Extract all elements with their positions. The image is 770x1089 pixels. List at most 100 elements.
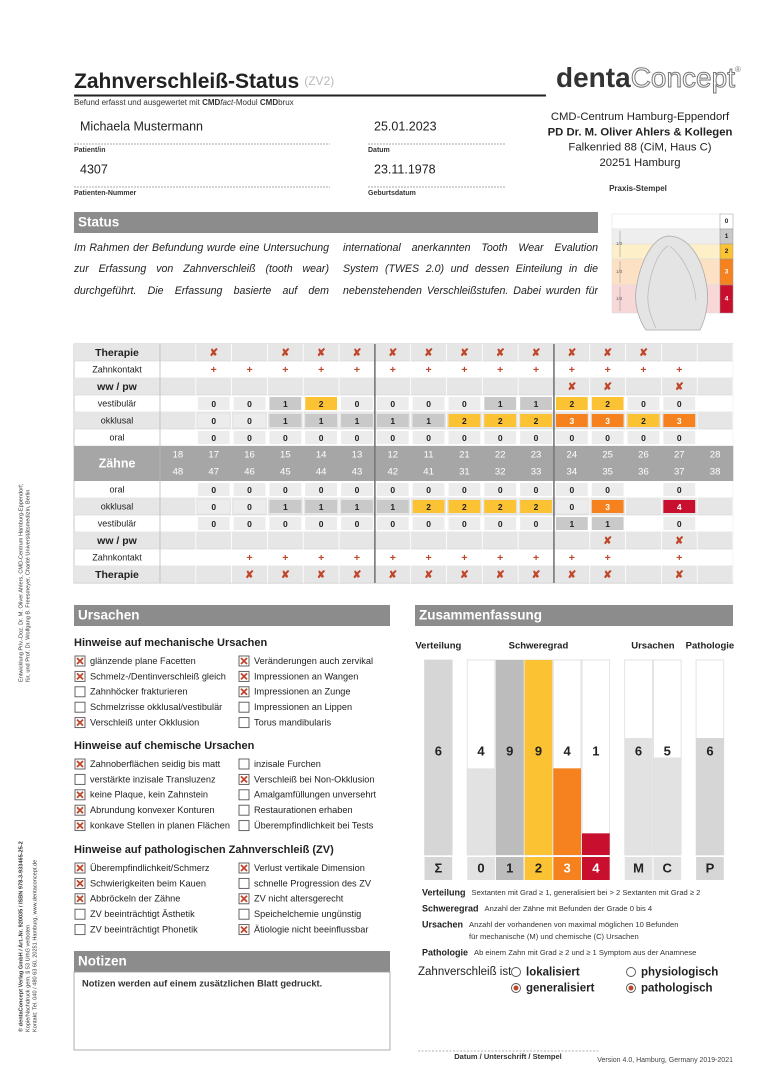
tooth-number: 15 [280,450,291,461]
tooth-mark: ✘ [317,347,326,359]
field-value: 25.01.2023 [374,119,437,133]
grade-cell [269,431,302,444]
title-text: Zahnverschleiß-Status [74,70,299,93]
summary-label: C [663,860,673,875]
subtitle-part: CMD [202,98,220,107]
summary-label: 2 [535,860,542,875]
legend-text: Anzahl der vorhandenen von maximal mögli… [469,920,678,929]
checkbox-tick [240,864,248,872]
grade-cell [627,431,660,444]
cause-item: ZV nicht altersgerecht [254,894,344,904]
tooth-mark: ✘ [353,569,362,581]
grade-value: 0 [355,485,360,495]
checkbox-tick [76,791,84,799]
grade-value: 2 [569,399,574,409]
cause-item: keine Plaque, kein Zahnstein [90,790,208,800]
grade-cell [341,414,373,427]
radio-dot [513,985,519,991]
grade-value: 0 [426,519,431,529]
grade-value: 0 [211,416,216,426]
grade-value: 1 [534,399,539,409]
status-text: Im Rahmen der Befundung wurde eine Unter… [74,242,598,297]
grade-cell [484,414,517,427]
checkbox [238,908,250,920]
wear-scale-label: 4 [725,296,729,303]
checkbox-tick [76,657,84,665]
tooth-mark: ✘ [424,569,433,581]
tooth-number: 22 [495,450,506,461]
signature-label: Datum / Unterschrift / Stempel [454,1052,562,1061]
tooth-number: 23 [531,450,542,461]
grade-cell [412,397,445,410]
grade-cell [484,431,517,444]
grade-value: 0 [569,433,574,443]
checkbox [238,717,250,729]
grade-value: 1 [283,416,288,426]
grade-value: 1 [355,502,360,512]
tooth-mark: ✘ [532,569,541,581]
tooth-inner [647,245,697,329]
tooth-mark: ✘ [532,347,541,359]
grade-value: 0 [355,519,360,529]
row-shade [74,378,733,395]
tooth-mark: ✘ [603,381,612,393]
summary-group-title: Verteilung [415,641,461,652]
grade-cell [555,483,588,496]
grade-cell [520,500,552,513]
tooth-mark: + [533,552,539,564]
cause-item: Veränderungen auch zervikal [254,656,373,666]
summary-label: 0 [477,860,484,875]
radio-label: pathologisch [641,983,713,995]
summary-label-cell [524,857,553,880]
cause-item: Verschleiß unter Okklusion [90,718,199,728]
grade-cell [663,517,696,530]
legend-text: für mechanische (M) und chemische (C) Ur… [469,932,639,941]
grade-cell [197,483,230,496]
grade-value: 1 [319,502,324,512]
checkbox [238,804,250,816]
cause-item: Speichelchemie ungünstig [254,909,361,919]
tooth-mark: ✘ [317,569,326,581]
third-label: 1/3 [616,296,623,301]
row-label: Zahnkontakt [92,364,142,374]
grade-value: 0 [283,519,288,529]
summary-bar [582,833,610,855]
cause-group-title: Hinweise auf chemische Ursachen [74,740,255,752]
tooth-number: 11 [424,450,434,461]
tooth-number: 13 [352,450,363,461]
tooth-mark: ✘ [675,569,684,581]
summary-label-cell [653,857,682,880]
grade-cell [197,517,230,530]
cause-item: ZV beeinträchtigt Phonetik [90,925,198,935]
grade-value: 0 [247,502,252,512]
grade-value: 0 [211,485,216,495]
grade-cell [448,414,481,427]
summary-bar [524,660,553,855]
cause-item: Abrundung konvexer Konturen [90,805,215,815]
tooth-mark: + [461,552,467,564]
checkbox-tick [240,925,248,934]
grade-value: 0 [677,433,682,443]
grade-value: 1 [390,502,395,512]
cause-item: konkave Stellen in planen Flächen [90,821,230,831]
summary-value: 5 [664,743,671,758]
teeth-label: Zähne [99,456,136,470]
tooth-mark: + [426,364,432,376]
grade-cell [305,431,338,444]
notes-box [73,971,391,1051]
grade-value: 0 [247,399,252,409]
summary-label: M [633,860,644,875]
checkbox-tick [76,895,84,903]
tooth-number: 12 [387,450,398,461]
title-code: (ZV2) [304,74,334,88]
grade-cell [484,397,517,410]
cause-item: verstärkte inzisale Transluzenz [90,774,216,784]
tooth-mark: ✘ [496,569,505,581]
subtitle-part: Befund erfasst und ausgewertet mit [74,98,202,107]
row-label: ww / pw [96,381,138,393]
summary-label-cell [696,857,724,880]
practice-line: Falkenried 88 (CiM, Haus C) [568,142,711,154]
grade-value: 0 [534,519,539,529]
tooth-number: 16 [244,450,255,461]
grade-cell [448,517,481,530]
